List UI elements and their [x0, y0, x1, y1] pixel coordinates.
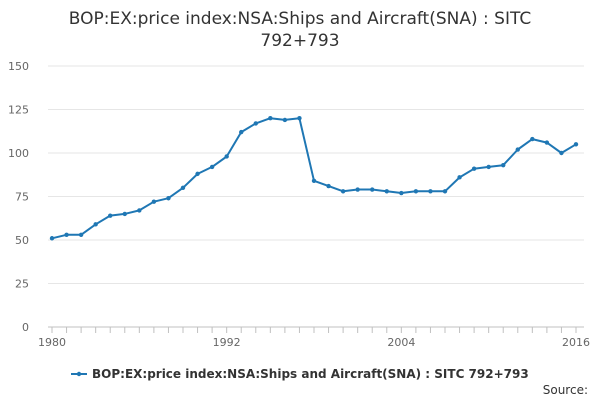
y-tick-label: 0 [22, 321, 29, 334]
data-point[interactable] [137, 208, 142, 213]
data-point[interactable] [151, 199, 157, 204]
data-point[interactable] [428, 189, 433, 194]
y-tick-label: 50 [15, 234, 29, 247]
y-axis-ticks: 0 25 50 75 100 125 150 [8, 60, 29, 334]
data-point[interactable] [268, 116, 273, 121]
x-tick-label: 2016 [562, 336, 590, 349]
data-point[interactable] [399, 190, 404, 196]
legend[interactable]: BOP:EX:price index:NSA:Ships and Aircraf… [71, 367, 529, 381]
data-point[interactable] [544, 140, 550, 145]
data-point[interactable] [209, 164, 215, 170]
data-point[interactable] [311, 178, 317, 184]
data-point[interactable] [122, 211, 127, 217]
data-point[interactable] [340, 189, 346, 194]
data-point[interactable] [253, 121, 258, 126]
data-point[interactable] [355, 187, 360, 192]
data-point[interactable] [224, 154, 229, 159]
data-point[interactable] [64, 232, 69, 237]
data-point[interactable] [49, 236, 55, 241]
y-tick-label: 125 [8, 104, 29, 117]
data-point[interactable] [166, 196, 171, 201]
legend-marker [76, 371, 82, 377]
data-point[interactable] [515, 147, 520, 152]
data-point[interactable] [486, 164, 491, 170]
data-point[interactable] [93, 222, 98, 227]
data-point[interactable] [239, 129, 244, 135]
data-point[interactable] [457, 175, 462, 180]
data-point[interactable] [297, 116, 302, 121]
data-point[interactable] [180, 185, 186, 190]
data-point[interactable] [282, 117, 288, 123]
series-line [51, 117, 577, 240]
chart-title-line-1: BOP:EX:price index:NSA:Ships and Aircraf… [69, 9, 531, 29]
data-point[interactable] [195, 171, 200, 177]
y-tick-label: 25 [15, 278, 29, 291]
data-point[interactable] [501, 162, 506, 168]
series-group [49, 116, 579, 241]
data-point[interactable] [326, 183, 331, 189]
data-point[interactable] [108, 213, 113, 218]
data-point[interactable] [370, 187, 375, 192]
gridlines [48, 65, 584, 284]
data-point[interactable] [442, 189, 448, 194]
data-point[interactable] [559, 150, 564, 156]
chart-title-line-2: 792+793 [260, 31, 339, 51]
data-point[interactable] [530, 136, 535, 142]
data-point[interactable] [413, 189, 419, 194]
legend-label[interactable]: BOP:EX:price index:NSA:Ships and Aircraf… [92, 367, 529, 381]
data-point[interactable] [78, 232, 84, 237]
x-axis: 1980 1992 2004 2016 [38, 326, 590, 349]
data-point[interactable] [384, 189, 389, 194]
y-tick-label: 75 [15, 191, 29, 204]
data-point[interactable] [471, 166, 477, 171]
source-label: Source: [543, 383, 588, 397]
x-tick-label: 1980 [38, 336, 66, 349]
x-tick-label: 2004 [387, 336, 415, 349]
data-point[interactable] [573, 142, 579, 147]
x-tick-label: 1992 [213, 336, 241, 349]
y-tick-label: 150 [8, 60, 29, 73]
chart-title: BOP:EX:price index:NSA:Ships and Aircraf… [69, 9, 531, 51]
y-tick-label: 100 [8, 147, 29, 160]
